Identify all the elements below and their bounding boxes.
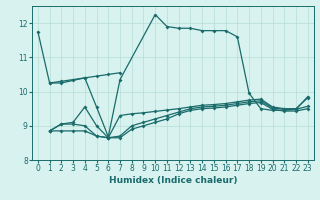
X-axis label: Humidex (Indice chaleur): Humidex (Indice chaleur): [108, 176, 237, 185]
